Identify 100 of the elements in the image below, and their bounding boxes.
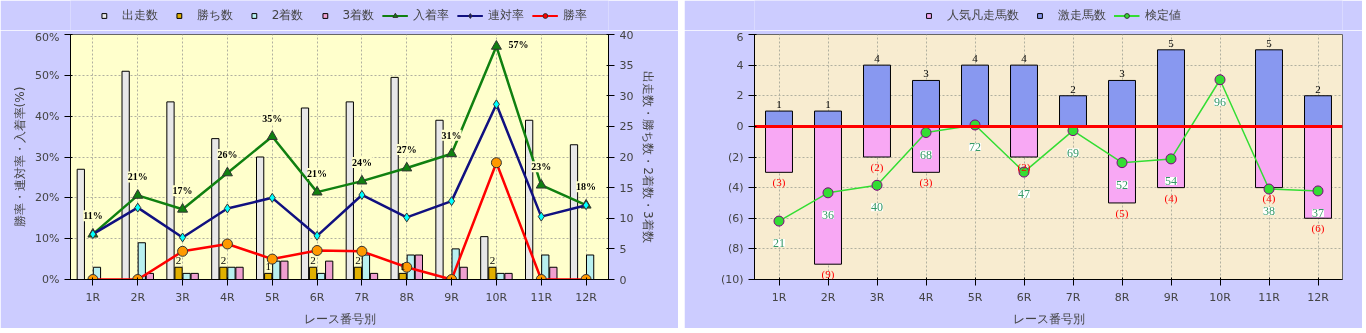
data-label: 37 <box>1312 205 1324 220</box>
y-tick-label: 10% <box>35 232 60 246</box>
y2-tick-label: 25 <box>619 120 634 134</box>
legend-label: 出走数 <box>121 6 158 24</box>
data-label: 2 <box>489 254 496 267</box>
y-axis-title: 勝率・連対率・入着率(%) <box>13 86 28 228</box>
x-tick-label: 4R <box>220 290 236 304</box>
data-label: 1 <box>825 98 831 111</box>
y2-tick-label: 35 <box>619 59 634 73</box>
data-label: 68 <box>920 147 932 162</box>
x-tick-label: 11R <box>1258 290 1281 304</box>
legend-label: 検定値 <box>1144 6 1181 24</box>
y-tick-label: (6) <box>727 211 744 225</box>
x-tick-label: 8R <box>1114 290 1130 304</box>
data-label: 57% <box>508 39 529 51</box>
x-tick-label: 9R <box>1163 290 1179 304</box>
data-label: 31% <box>441 129 462 141</box>
data-label: (3) <box>919 176 933 190</box>
x-tick-label: 8R <box>399 290 415 304</box>
legend-label: 連対率 <box>488 6 525 24</box>
x-tick-label: 2R <box>130 290 146 304</box>
y-tick-label: 0% <box>42 273 60 286</box>
data-label: 1 <box>776 98 782 111</box>
y2-tick-label: 30 <box>619 89 634 103</box>
y2-tick-label: 15 <box>619 181 634 195</box>
x-tick-label: 7R <box>1065 290 1081 304</box>
x-tick-label: 1R <box>771 290 787 304</box>
legend-label: 人気凡走馬数 <box>946 6 1019 24</box>
data-label: 72 <box>969 139 981 154</box>
data-label: 52 <box>1116 177 1128 192</box>
data-label: 26% <box>217 148 238 160</box>
y2-tick-label: 0 <box>619 273 627 287</box>
data-label: 2 <box>220 254 227 267</box>
data-label: 69 <box>1067 145 1079 160</box>
x-tick-label: 7R <box>354 290 370 304</box>
data-label: 5 <box>1168 36 1175 49</box>
y-tick-label: 0 <box>736 119 744 133</box>
x-axis-title: レース番号別 <box>1012 311 1085 326</box>
x-tick-label: 6R <box>309 290 325 304</box>
data-label: 40 <box>871 200 883 215</box>
data-label: 54 <box>1165 173 1177 188</box>
y-tick-label: 6 <box>736 30 744 44</box>
data-label: 4 <box>1021 52 1028 65</box>
data-label: 47 <box>1018 187 1030 202</box>
data-label: 1 <box>399 260 406 273</box>
data-label: 27% <box>396 144 417 156</box>
x-tick-label: 5R <box>967 290 983 304</box>
data-label: 18% <box>576 181 597 193</box>
x-tick-label: 4R <box>918 290 934 304</box>
x-tick-label: 10R <box>1209 290 1232 304</box>
y2-axis-title: 出走数・勝ち数・2着数・3着数 <box>641 71 656 243</box>
y2-tick-label: 40 <box>619 28 634 42</box>
y2-tick-label: 10 <box>619 212 634 226</box>
y-tick-label: 40% <box>35 109 60 123</box>
x-tick-label: 2R <box>820 290 836 304</box>
data-label: (6) <box>1311 222 1325 236</box>
x-tick-label: 1R <box>85 290 101 304</box>
data-label: (4) <box>1164 191 1178 205</box>
y-tick-label: 50% <box>35 68 60 82</box>
y2-tick-label: 5 <box>619 242 627 256</box>
legend-label: 勝ち数 <box>196 6 233 24</box>
data-label: (3) <box>772 176 786 190</box>
x-tick-label: 10R <box>485 290 508 304</box>
data-label: 11% <box>83 210 103 222</box>
y-tick-label: 30% <box>35 150 60 164</box>
y2-tick-label: 20 <box>619 151 634 164</box>
data-label: 4 <box>874 52 881 65</box>
y-tick-label: (10) <box>720 273 744 286</box>
y-tick-label: (2) <box>727 150 744 164</box>
x-tick-label: 9R <box>444 290 460 304</box>
x-tick-label: 12R <box>575 290 598 304</box>
data-label: 4 <box>972 52 979 65</box>
data-label: 36 <box>822 207 834 222</box>
x-tick-label: 5R <box>264 290 280 304</box>
x-tick-label: 3R <box>869 290 885 304</box>
data-label: 1 <box>265 260 271 273</box>
data-label: 2 <box>175 254 182 267</box>
data-label: 3 <box>923 67 930 80</box>
data-label: 21 <box>773 236 785 251</box>
x-axis-title: レース番号別 <box>303 311 376 326</box>
data-label: 21% <box>127 171 148 183</box>
y-tick-label: (8) <box>727 242 744 256</box>
data-label: 2 <box>310 254 316 267</box>
x-tick-label: 12R <box>1307 290 1330 304</box>
y-tick-label: (4) <box>727 181 744 195</box>
data-label: (4) <box>1262 191 1276 205</box>
y-tick-label: 2 <box>736 89 744 103</box>
x-tick-label: 11R <box>530 290 553 304</box>
legend-label: 勝率 <box>563 6 588 24</box>
data-label: 2 <box>1315 82 1321 95</box>
data-label: (5) <box>1115 206 1129 220</box>
data-label: 17% <box>172 185 193 197</box>
data-label: 2 <box>355 254 361 267</box>
data-label: 38 <box>1263 204 1275 219</box>
legend-label: 3着数 <box>342 6 375 24</box>
data-label: 3 <box>1119 67 1126 80</box>
data-label: 5 <box>1266 36 1273 49</box>
y-tick-label: 20% <box>35 191 60 205</box>
legend-label: 入着率 <box>413 6 450 24</box>
y-tick-label: 4 <box>736 58 744 72</box>
